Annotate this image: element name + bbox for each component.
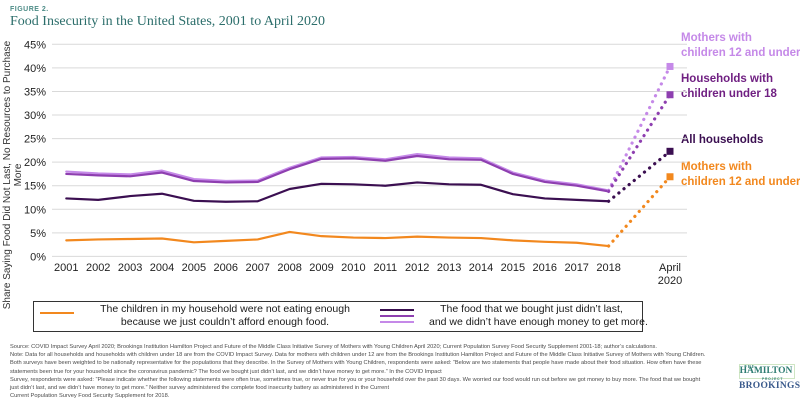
svg-text:2017: 2017	[564, 262, 588, 274]
svg-text:2020: 2020	[658, 275, 682, 287]
svg-text:2002: 2002	[86, 262, 110, 274]
svg-text:10%: 10%	[24, 204, 46, 216]
svg-text:2008: 2008	[277, 262, 301, 274]
svg-text:2012: 2012	[405, 262, 429, 274]
svg-text:25%: 25%	[24, 134, 46, 146]
svg-text:2013: 2013	[437, 262, 461, 274]
svg-text:30%: 30%	[24, 110, 46, 122]
svg-text:2016: 2016	[533, 262, 557, 274]
svg-text:2005: 2005	[182, 262, 206, 274]
svg-text:2003: 2003	[118, 262, 142, 274]
svg-text:40%: 40%	[24, 63, 46, 75]
svg-text:0%: 0%	[30, 251, 46, 263]
svg-text:5%: 5%	[30, 228, 46, 240]
svg-text:15%: 15%	[24, 181, 46, 193]
svg-text:2001: 2001	[54, 262, 78, 274]
svg-text:April: April	[659, 262, 681, 274]
svg-text:2007: 2007	[245, 262, 269, 274]
svg-text:2018: 2018	[596, 262, 620, 274]
svg-text:45%: 45%	[24, 39, 46, 51]
svg-text:2006: 2006	[214, 262, 238, 274]
svg-text:2014: 2014	[469, 262, 493, 274]
svg-text:2010: 2010	[341, 262, 365, 274]
svg-text:35%: 35%	[24, 86, 46, 98]
svg-text:2004: 2004	[150, 262, 174, 274]
svg-text:2011: 2011	[373, 262, 397, 274]
svg-text:2015: 2015	[501, 262, 525, 274]
svg-text:20%: 20%	[24, 157, 46, 169]
svg-text:2009: 2009	[309, 262, 333, 274]
